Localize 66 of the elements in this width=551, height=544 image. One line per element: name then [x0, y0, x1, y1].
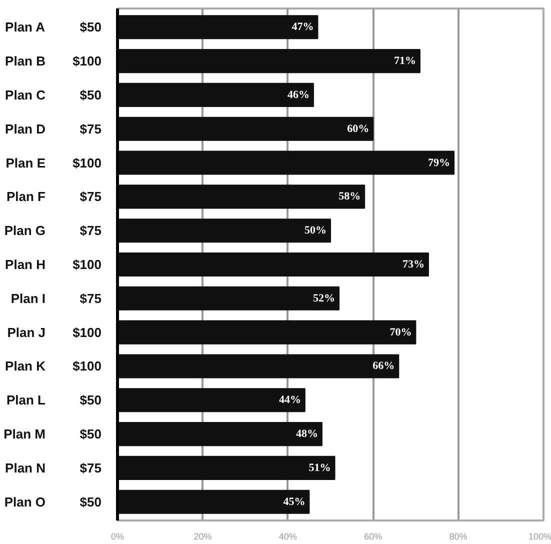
bar — [118, 286, 340, 310]
y2-tick-label: $50 — [80, 494, 102, 510]
data-label: 73% — [402, 258, 424, 270]
bar — [118, 422, 322, 446]
data-label: 71% — [394, 55, 416, 68]
y-tick-label: Plan M — [4, 426, 46, 442]
bar — [118, 49, 420, 74]
bar — [118, 218, 331, 243]
y-tick-label: Plan K — [5, 358, 46, 374]
x-tick-label: 60% — [364, 532, 382, 542]
bar — [118, 320, 416, 344]
y-tick-label: Plan N — [5, 460, 46, 476]
data-label: 47% — [292, 21, 314, 34]
y-tick-label: Plan B — [5, 54, 46, 69]
y2-tick-label: $100 — [72, 257, 102, 272]
data-label: 66% — [372, 360, 395, 372]
x-tick-label: 40% — [278, 532, 297, 542]
y-tick-label: Plan F — [6, 189, 46, 204]
bar — [118, 184, 366, 209]
bar — [118, 354, 400, 378]
data-label: 60% — [347, 122, 370, 135]
y2-tick-label: $100 — [72, 54, 102, 69]
bar — [118, 150, 455, 175]
y2-tick-label: $75 — [80, 460, 102, 476]
data-label: 79% — [428, 156, 450, 169]
bar — [118, 82, 314, 107]
x-tick-label: 20% — [194, 532, 212, 542]
data-label: 51% — [308, 462, 331, 474]
y2-tick-label: $50 — [80, 87, 102, 102]
y-tick-label: Plan A — [5, 20, 46, 35]
bar — [118, 252, 429, 277]
y2-tick-label: $100 — [72, 358, 102, 374]
data-label: 44% — [278, 394, 301, 406]
y-tick-label: Plan H — [5, 257, 46, 272]
bar — [118, 388, 306, 412]
data-label: 45% — [283, 496, 306, 508]
data-label: 70% — [390, 326, 412, 338]
y2-tick-label: $75 — [80, 121, 102, 136]
y2-tick-label: $75 — [80, 290, 102, 306]
y2-tick-label: $50 — [80, 20, 102, 35]
x-tick-label: 100% — [528, 532, 551, 542]
data-label: 48% — [296, 428, 318, 440]
y2-tick-label: $75 — [80, 189, 102, 204]
bar — [118, 15, 318, 40]
bar — [118, 490, 310, 514]
y-tick-label: Plan C — [5, 87, 46, 102]
x-tick-label: 0% — [110, 532, 124, 542]
y2-tick-label: $50 — [80, 392, 102, 408]
data-label: 52% — [313, 292, 336, 304]
bar — [118, 116, 374, 141]
y-tick-label: Plan O — [4, 494, 46, 510]
x-tick-label: 80% — [449, 532, 468, 542]
bar — [118, 456, 336, 480]
y-tick-label: Plan G — [4, 223, 46, 238]
y-tick-label: Plan E — [6, 155, 46, 170]
data-label: 46% — [287, 88, 310, 101]
y2-tick-label: $50 — [80, 426, 102, 442]
y2-tick-label: $75 — [80, 223, 102, 238]
y-tick-label: Plan I — [10, 290, 46, 306]
y2-tick-label: $100 — [72, 324, 102, 340]
y-tick-label: Plan L — [6, 392, 46, 408]
data-label: 50% — [304, 224, 326, 237]
y2-tick-label: $100 — [72, 155, 102, 170]
data-label: 58% — [338, 190, 361, 203]
y-tick-label: Plan J — [7, 324, 46, 340]
y-tick-label: Plan D — [5, 121, 46, 136]
